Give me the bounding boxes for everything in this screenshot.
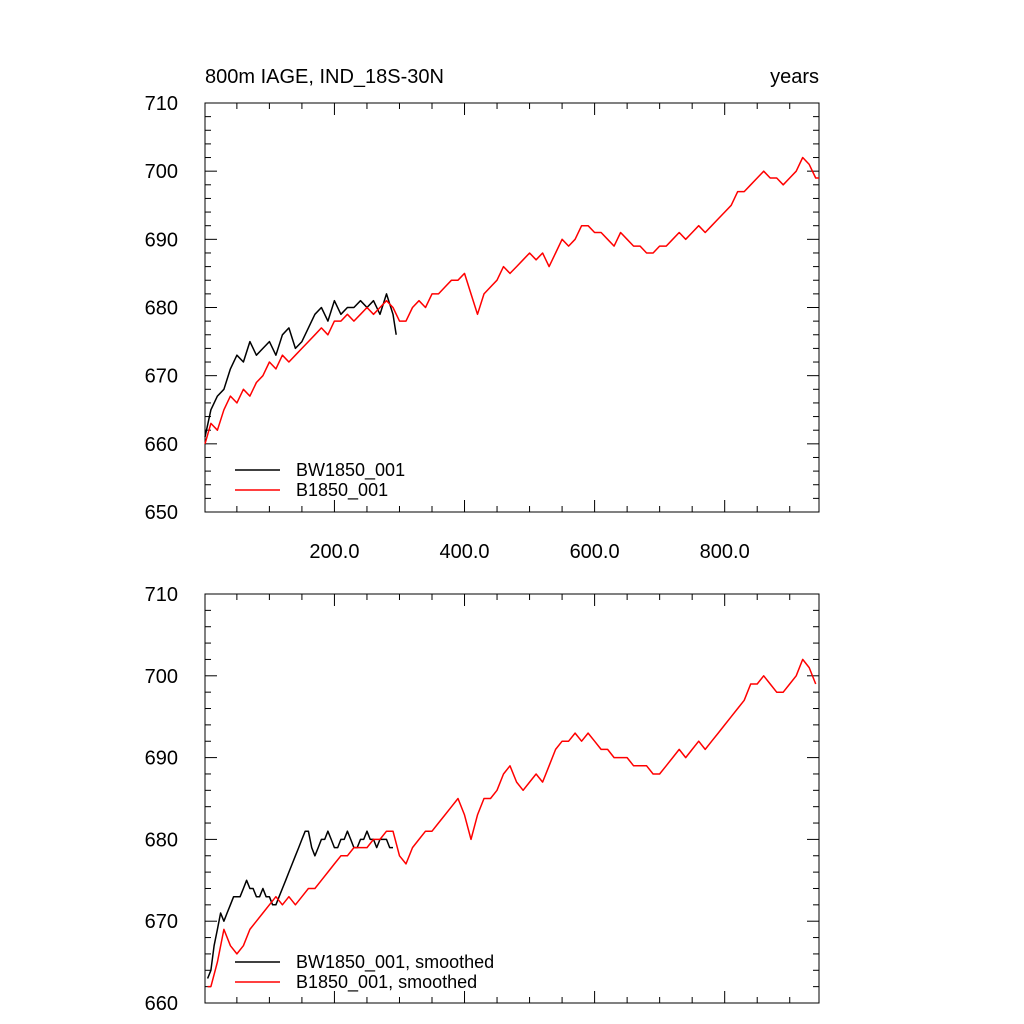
- legend-label: B1850_001: [296, 480, 388, 501]
- x-tick-label: 800.0: [700, 541, 750, 563]
- series-line-bw1850-001: [204, 293, 397, 438]
- plot-frame: [204, 102, 820, 513]
- series-line-b1850-001: [204, 156, 819, 445]
- y-tick-label: 680: [145, 829, 178, 851]
- x-tick-label: 600.0: [570, 541, 620, 563]
- panel-title: 800m IAGE, IND_18S-30N: [205, 66, 444, 88]
- y-tick-label: 650: [145, 502, 178, 524]
- plot-frame: [204, 593, 820, 1004]
- y-tick-label: 710: [145, 93, 178, 115]
- y-tick-label: 690: [145, 229, 178, 251]
- y-tick-label: 670: [145, 366, 178, 388]
- y-tick-label: 700: [145, 161, 178, 183]
- y-tick-label: 680: [145, 298, 178, 320]
- x-tick-label: 200.0: [309, 541, 359, 563]
- y-tick-label: 710: [145, 584, 178, 606]
- y-tick-label: 700: [145, 666, 178, 688]
- y-tick-label: 690: [145, 748, 178, 770]
- series-line-b1850-001-smoothed: [207, 658, 817, 988]
- y-tick-label: 660: [145, 434, 178, 456]
- bottom-panel: 660 670 680 690 700 710 BW1850_001, smoothedB1…: [145, 584, 820, 1015]
- top-panel: 800m IAGE, IND_18S-30N years 650 660 670 68…: [145, 66, 820, 563]
- units-label: years: [770, 66, 819, 88]
- series-line-bw1850-001-smoothed: [206, 830, 393, 979]
- y-tick-label: 660: [145, 993, 178, 1015]
- x-tick-label: 400.0: [439, 541, 489, 563]
- legend-label: BW1850_001: [296, 460, 405, 481]
- legend-label: B1850_001, smoothed: [296, 972, 477, 993]
- y-tick-label: 670: [145, 911, 178, 933]
- legend-label: BW1850_001, smoothed: [296, 952, 494, 973]
